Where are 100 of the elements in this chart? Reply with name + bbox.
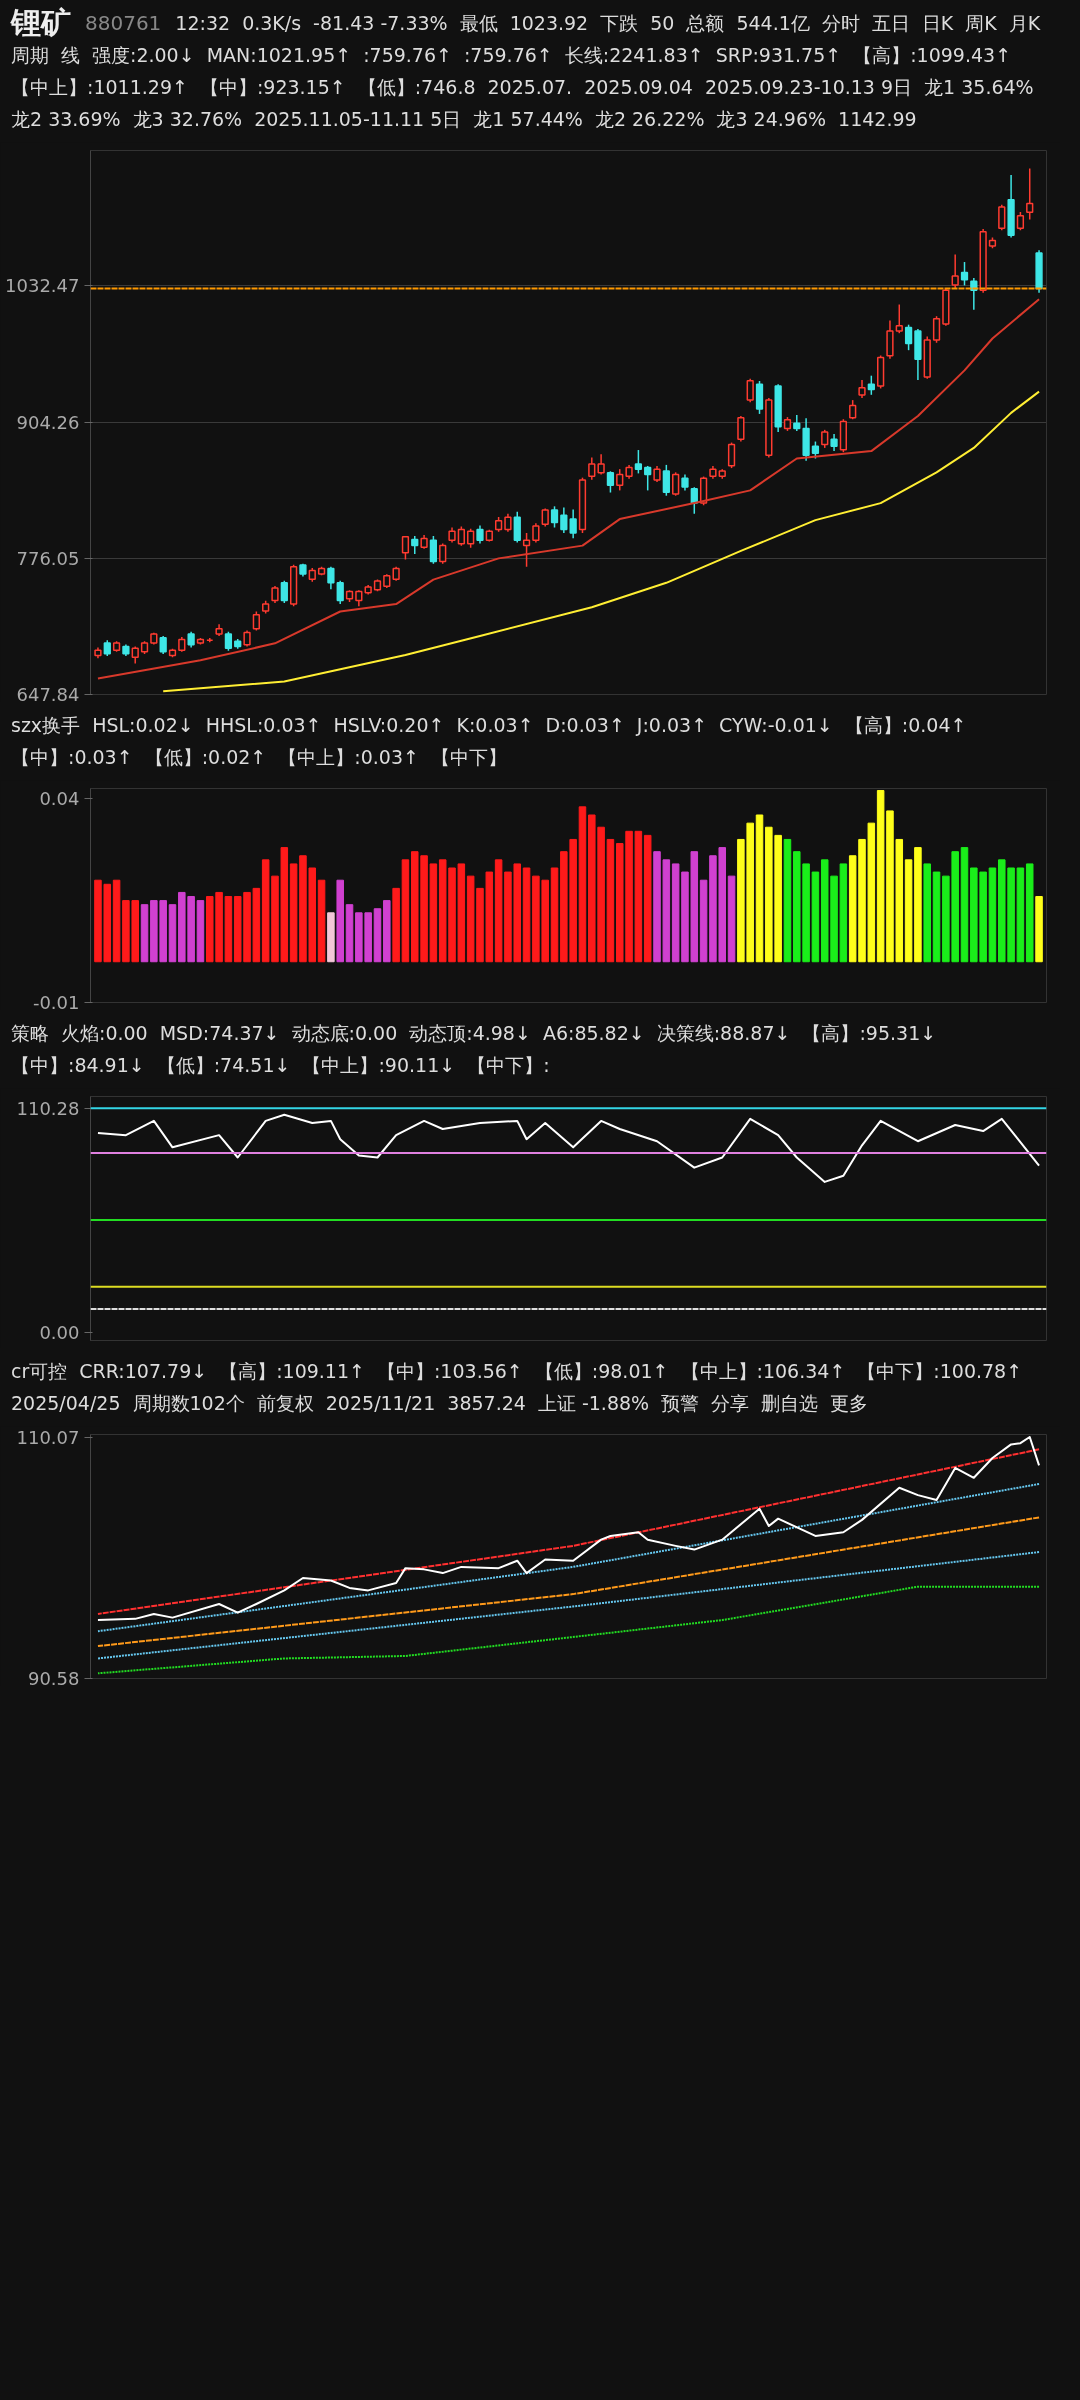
text: 1023.92: [509, 11, 589, 36]
candlestick: [476, 524, 484, 545]
candlestick: [644, 465, 652, 492]
candlestick: [327, 566, 335, 590]
text: 【中】:103.56↑: [376, 1359, 523, 1384]
bar: [1025, 863, 1034, 963]
text: 【中下】:: [467, 1053, 550, 1078]
text: 龙2 33.69%: [11, 107, 121, 132]
text: cr可控: [11, 1359, 68, 1384]
text: 下跌: [600, 11, 639, 36]
text: 龙2 26.22%: [594, 107, 705, 132]
text: 50: [650, 11, 675, 36]
text: 【中上】:1011.29↑: [11, 75, 188, 100]
text: 2025.11.05-11.11 5日: [254, 107, 462, 132]
candlestick: [932, 315, 941, 344]
candlestick: [606, 470, 615, 494]
candlestick: [336, 579, 344, 605]
text: 龙3 24.96%: [716, 107, 827, 132]
text: 上证 -1.88%: [537, 1391, 650, 1416]
bar: [932, 871, 941, 963]
candlestick: [588, 456, 596, 481]
text: MAN:1021.95↑: [206, 43, 352, 68]
bar: [140, 904, 149, 963]
text: 总额: [686, 11, 725, 36]
candlestick: [541, 507, 549, 528]
bar: [327, 912, 335, 963]
text: 龙1 57.44%: [473, 107, 583, 132]
candlestick: [401, 535, 410, 561]
text: 【中】:923.15↑: [199, 75, 346, 100]
bar: [783, 838, 792, 963]
candlestick: [1026, 167, 1034, 221]
bar: [383, 900, 391, 963]
candlestick: [457, 525, 465, 547]
y-tick-label: 904.26: [16, 411, 80, 433]
candlestick: [960, 261, 969, 287]
text: K:0.03↑: [456, 713, 534, 738]
bar: [317, 879, 326, 963]
text: 分时: [821, 11, 860, 36]
chart-title: 锂矿: [11, 5, 71, 40]
candlestick: [532, 522, 540, 544]
text: 1142.99: [838, 107, 917, 132]
bar: [522, 867, 531, 963]
candlestick: [904, 323, 913, 351]
text: 日K: [921, 11, 954, 36]
candlestick: [280, 579, 288, 604]
text: 2025.09.04: [584, 75, 693, 100]
candlestick: [252, 610, 260, 632]
candlestick: [224, 630, 233, 652]
text: 前复权: [256, 1391, 314, 1416]
y-tick-label: 110.28: [16, 1097, 80, 1119]
candlestick: [522, 532, 531, 568]
text: 3857.24: [447, 1391, 526, 1416]
y-tick-label: 1032.47: [5, 275, 80, 297]
text: A6:85.82↓: [542, 1021, 645, 1046]
text: 周期数102个: [132, 1391, 245, 1416]
candlestick: [439, 542, 447, 565]
text: 【中】:84.91↓: [11, 1053, 145, 1078]
candlestick: [727, 441, 736, 469]
candlestick: [895, 303, 903, 334]
text: 周期: [11, 43, 49, 68]
text: 【中下】:100.78↑: [857, 1359, 1023, 1384]
text: J:0.03↑: [636, 713, 708, 738]
candlestick: [1016, 211, 1025, 231]
candlestick: [504, 513, 512, 533]
text: 2025.07.: [487, 75, 573, 100]
text: D:0.03↑: [545, 713, 625, 738]
bar: [727, 875, 736, 963]
text: 最低: [459, 11, 498, 36]
text: 2025/11/21: [325, 1391, 436, 1416]
y-tick-label: 647.84: [16, 684, 80, 705]
candlestick: [662, 464, 670, 497]
text: 五日: [871, 11, 910, 36]
text: 12:32: [175, 11, 231, 36]
candlestick: [998, 203, 1006, 231]
text: HHSL:0.03↑: [205, 713, 322, 738]
text: 龙3 32.76%: [132, 107, 243, 132]
text: MSD:74.37↓: [159, 1021, 280, 1046]
bar: [336, 879, 344, 963]
text: 2025.09.23-10.13 9日: [704, 75, 913, 100]
candlestick: [159, 635, 167, 655]
bar: [811, 871, 820, 963]
y-tick-label: 90.58: [27, 1668, 80, 1689]
bar: [960, 847, 969, 963]
text: SRP:931.75↑: [715, 43, 842, 68]
candlestick: [634, 449, 643, 475]
text: 【低】:98.01↑: [534, 1359, 669, 1384]
text: 龙1 35.64%: [924, 75, 1034, 100]
text: :759.76↑: [363, 43, 452, 68]
candlestick: [746, 378, 754, 403]
y-tick-label: 0.04: [39, 788, 80, 810]
text: szx换手: [11, 713, 81, 738]
candlestick: [467, 527, 475, 549]
text: 【中上】:106.34↑: [680, 1359, 846, 1384]
y-tick-label: 0.00: [39, 1321, 80, 1343]
text: 【高】:0.04↑: [844, 713, 967, 738]
text: 2025/04/25: [11, 1391, 121, 1416]
candlestick: [616, 468, 624, 492]
text: 长线:2241.83↑: [564, 43, 704, 68]
y-tick-label: 110.07: [16, 1426, 80, 1448]
text: 动态顶:4.98↓: [409, 1021, 531, 1046]
